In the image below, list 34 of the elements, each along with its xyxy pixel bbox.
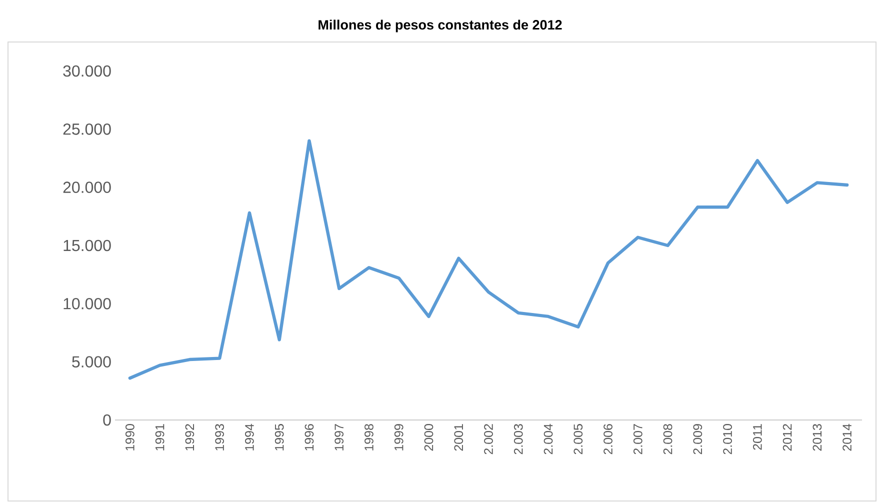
line-series	[128, 139, 849, 380]
y-tick-label: 5.000	[72, 356, 111, 368]
y-tick-label: 0	[103, 414, 111, 426]
y-tick-label: 20.000	[63, 182, 111, 193]
x-tick-label: 1995	[274, 424, 284, 450]
x-tick-label: 2013	[812, 424, 822, 451]
x-tick-label: 1992	[185, 424, 194, 450]
x-tick-label: 2.002	[484, 424, 493, 454]
x-tick-label: 2.009	[693, 424, 702, 454]
x-tick-label: 2.007	[633, 424, 642, 454]
x-tick-label: 2012	[782, 424, 792, 451]
x-tick-label: 2.004	[544, 424, 553, 454]
chart-title: Millones de pesos constantes de 2012	[318, 20, 562, 32]
x-tick-label: 2.003	[514, 424, 523, 454]
x-tick-label: 2001	[454, 424, 464, 451]
x-tick-label: 1990	[126, 424, 134, 450]
x-tick-label: 1997	[334, 424, 344, 450]
y-tick-label: 25.000	[63, 124, 111, 135]
x-tick-label: 2014	[842, 424, 852, 451]
y-tick-label: 15.000	[64, 240, 111, 252]
x-tick-label: 1998	[364, 424, 374, 450]
x-tick-label: 1996	[304, 424, 314, 450]
x-tick-label: 1999	[394, 424, 404, 450]
x-tick-label: 1994	[245, 424, 254, 450]
x-tick-label: 1991	[155, 424, 164, 450]
x-tick-label: 2.005	[574, 424, 583, 454]
x-tick-label: 2.010	[723, 424, 732, 454]
y-tick-label: 30.000	[63, 65, 111, 77]
y-tick-label: 10.000	[64, 298, 111, 310]
x-tick-label: 2.006	[604, 424, 612, 454]
x-tick-label: 2000	[424, 424, 434, 451]
x-tick-label: 2011	[752, 424, 762, 450]
x-tick-label: 2.008	[663, 424, 672, 454]
x-tick-label: 1993	[215, 424, 224, 450]
